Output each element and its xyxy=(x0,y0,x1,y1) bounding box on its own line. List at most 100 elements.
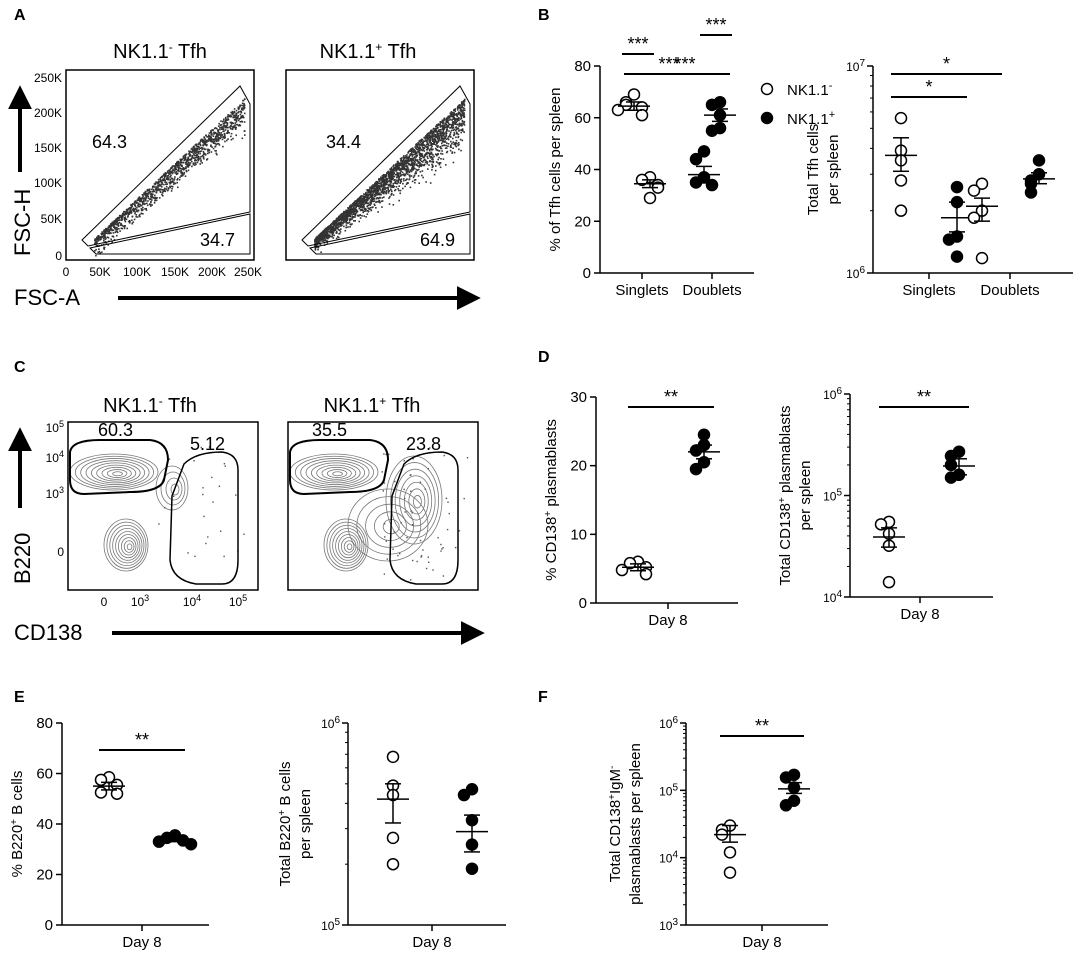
flow-event xyxy=(399,182,401,184)
flow-event xyxy=(427,143,429,145)
flow-event xyxy=(427,146,429,148)
flow-event xyxy=(375,180,378,183)
flow-event xyxy=(111,241,113,243)
flow-event xyxy=(205,144,208,147)
flow-event xyxy=(402,165,405,167)
flow-event xyxy=(383,192,385,195)
flow-event xyxy=(385,175,388,177)
flow-event xyxy=(458,130,460,132)
flow-event xyxy=(235,109,238,112)
flow-event xyxy=(407,152,409,154)
flow-event xyxy=(390,172,393,175)
flow-event xyxy=(233,125,236,128)
flow-event xyxy=(429,137,432,140)
flow-event xyxy=(215,135,217,138)
flow-event xyxy=(359,209,362,212)
flow-event xyxy=(394,180,397,183)
flow-event xyxy=(404,165,407,167)
flow-event xyxy=(412,161,414,164)
flow-event xyxy=(105,237,107,240)
flow-event xyxy=(410,148,412,151)
flow-event xyxy=(200,155,202,158)
flow-event xyxy=(449,149,452,152)
flow-event xyxy=(127,220,130,223)
flow-event xyxy=(461,120,464,122)
flow-event xyxy=(188,154,191,156)
flow-event xyxy=(376,180,379,183)
flow-event xyxy=(429,152,432,154)
flow-event xyxy=(397,179,400,181)
flow-event xyxy=(226,132,228,134)
flow-event xyxy=(217,129,219,131)
flow-event xyxy=(151,191,154,193)
flow-contour xyxy=(332,527,363,564)
flow-event xyxy=(381,185,384,187)
flow-event xyxy=(105,228,107,230)
flow-event xyxy=(182,161,185,164)
flow-event xyxy=(390,194,392,196)
data-point xyxy=(705,124,719,137)
flow-event xyxy=(350,211,352,213)
flow-event xyxy=(422,146,424,149)
flow-event xyxy=(445,122,447,124)
flow-event xyxy=(435,165,437,167)
flow-event xyxy=(173,183,175,185)
flow-event xyxy=(172,171,174,174)
flow-event xyxy=(443,134,445,137)
flow-event xyxy=(343,225,345,228)
flow-event xyxy=(228,132,230,134)
flow-event xyxy=(384,188,386,191)
flow-event xyxy=(425,181,427,183)
flow-event xyxy=(399,552,401,555)
flow-event xyxy=(326,229,329,232)
flow-event xyxy=(460,123,462,126)
flow-event xyxy=(317,246,320,249)
flow-event xyxy=(375,185,378,188)
flow-a-left-frame xyxy=(65,69,255,261)
flow-event xyxy=(339,223,341,226)
flow-a-left-singlet-pct: 64.3 xyxy=(92,132,127,152)
flow-event xyxy=(107,230,109,233)
flow-event xyxy=(107,227,110,229)
flow-event xyxy=(410,159,412,162)
flow-event xyxy=(434,153,437,155)
flow-event xyxy=(192,162,195,165)
flow-event xyxy=(342,217,344,220)
flow-event xyxy=(153,197,155,200)
flow-event xyxy=(178,162,180,164)
flow-event xyxy=(151,199,153,201)
flow-event xyxy=(129,220,131,223)
y-tick-label: 10 xyxy=(570,526,587,543)
flow-event xyxy=(392,173,395,175)
flow-event xyxy=(462,109,464,111)
flow-event xyxy=(343,211,346,213)
flow-event xyxy=(199,157,202,160)
flow-event xyxy=(240,111,243,114)
flow-event xyxy=(97,251,99,254)
flow-event xyxy=(142,206,144,209)
flow-event xyxy=(394,167,396,169)
flow-event xyxy=(170,174,172,177)
flow-event xyxy=(425,567,428,570)
flow-event xyxy=(460,116,463,118)
flow-event xyxy=(433,173,436,176)
flow-event xyxy=(392,165,394,167)
flow-event xyxy=(450,126,453,129)
y-axis-label: Total Tfh cells xyxy=(805,124,822,215)
flow-event xyxy=(316,237,318,240)
flow-event xyxy=(443,132,445,135)
flow-event xyxy=(412,153,414,156)
flow-event xyxy=(207,536,209,538)
flow-event xyxy=(451,114,453,116)
flow-a-right-events xyxy=(314,98,466,253)
flow-event xyxy=(144,198,147,201)
flow-event xyxy=(136,199,138,202)
flow-event xyxy=(378,199,380,202)
flow-event xyxy=(454,113,456,116)
flow-event xyxy=(347,213,350,215)
flow-event xyxy=(445,497,448,499)
flow-event xyxy=(202,487,204,489)
x-tick-label: Day 8 xyxy=(122,934,161,951)
flow-event xyxy=(390,181,393,183)
flow-event xyxy=(437,537,439,539)
